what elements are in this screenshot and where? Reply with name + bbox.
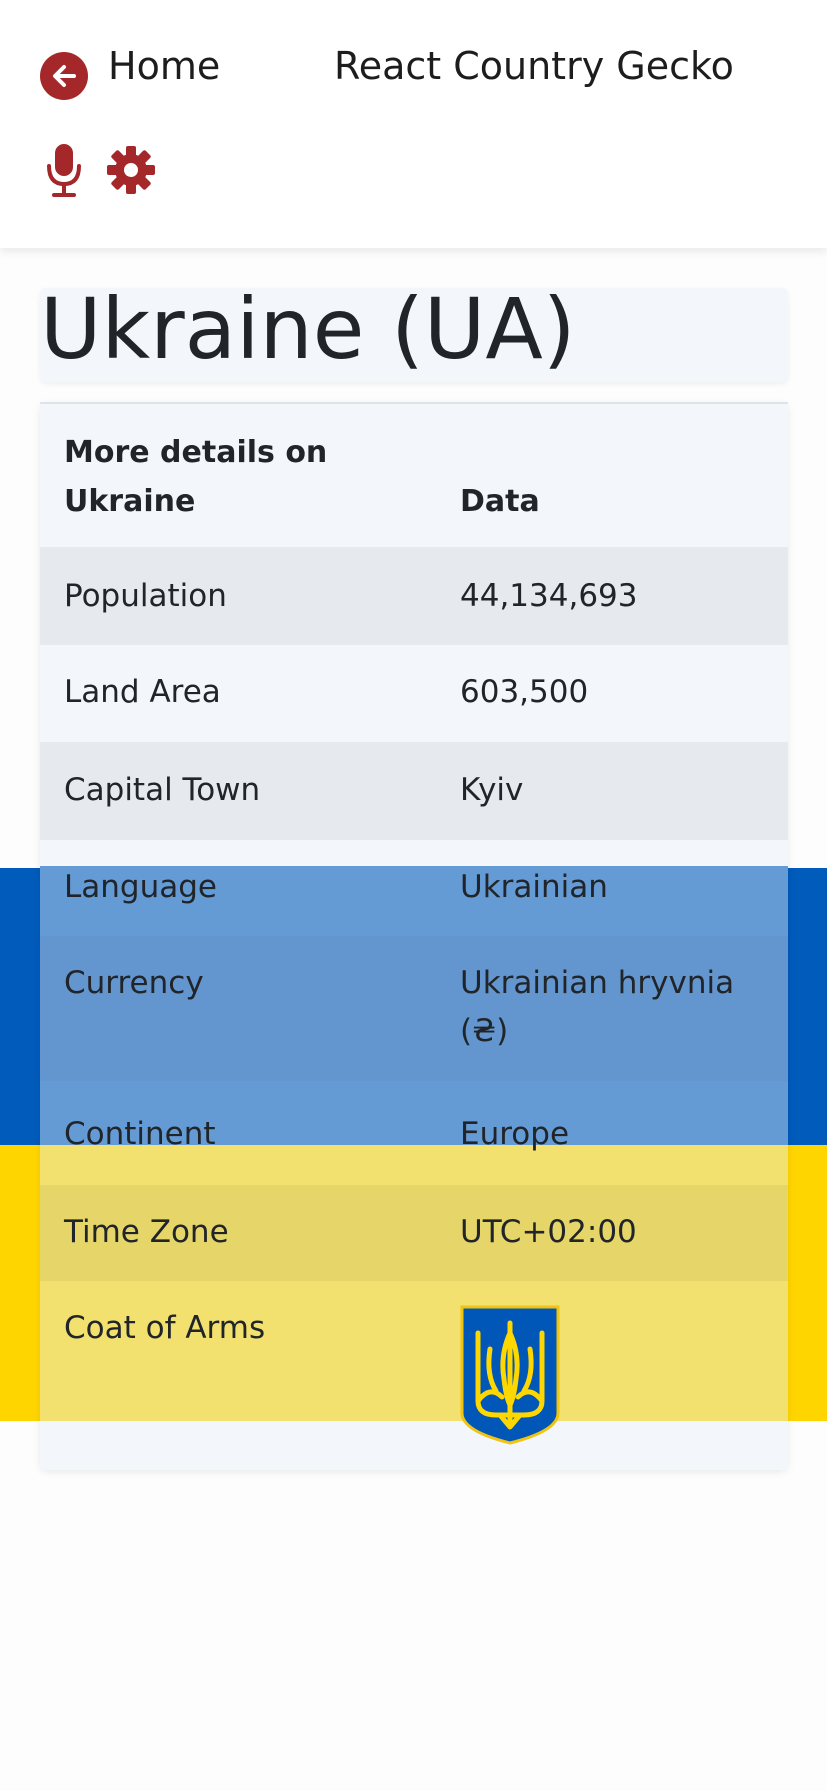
row-label: Currency <box>64 965 204 1001</box>
column-header-details: More details on Ukraine <box>64 435 328 519</box>
row-label: Capital Town <box>64 772 261 808</box>
row-value: Ukrainian <box>460 869 608 905</box>
row-value: 44,134,693 <box>460 578 638 614</box>
table-header-row: More details on Ukraine Data <box>40 402 788 552</box>
row-label: Continent <box>64 1116 216 1152</box>
details-table: More details on Ukraine Data Population … <box>40 402 788 1470</box>
coat-of-arms-image <box>460 1305 560 1445</box>
country-title: Ukraine (UA) <box>40 280 576 378</box>
table-row: Language Ukrainian <box>40 840 788 938</box>
country-title-card: Ukraine (UA) <box>40 280 788 382</box>
table-row: Capital Town Kyiv <box>40 742 788 842</box>
table-row: Currency Ukrainian hryvnia (₴) <box>40 936 788 1084</box>
row-label: Coat of Arms <box>64 1310 266 1346</box>
app-title: React Country Gecko <box>334 44 734 88</box>
row-value: Europe <box>460 1116 570 1152</box>
arrow-left-icon <box>53 65 76 87</box>
back-button[interactable] <box>40 52 88 100</box>
app-header: Home React Country Gecko <box>0 0 827 248</box>
row-label: Land Area <box>64 674 221 710</box>
row-value: Ukrainian hryvnia (₴) <box>460 965 735 1049</box>
column-header-data: Data <box>460 484 540 519</box>
row-value: 603,500 <box>460 674 589 710</box>
row-label: Time Zone <box>64 1214 229 1250</box>
gear-icon[interactable] <box>106 145 156 195</box>
home-link[interactable]: Home <box>108 44 221 88</box>
table-row: Continent Europe <box>40 1081 788 1187</box>
row-value: UTC+02:00 <box>460 1214 637 1250</box>
table-row: Time Zone UTC+02:00 <box>40 1185 788 1283</box>
microphone-icon[interactable] <box>44 142 84 198</box>
row-value: Kyiv <box>460 772 524 808</box>
row-label: Language <box>64 869 217 905</box>
table-row: Land Area 603,500 <box>40 645 788 744</box>
table-row: Coat of Arms <box>40 1281 788 1470</box>
row-label: Population <box>64 578 227 614</box>
table-row: Population 44,134,693 <box>40 547 788 647</box>
